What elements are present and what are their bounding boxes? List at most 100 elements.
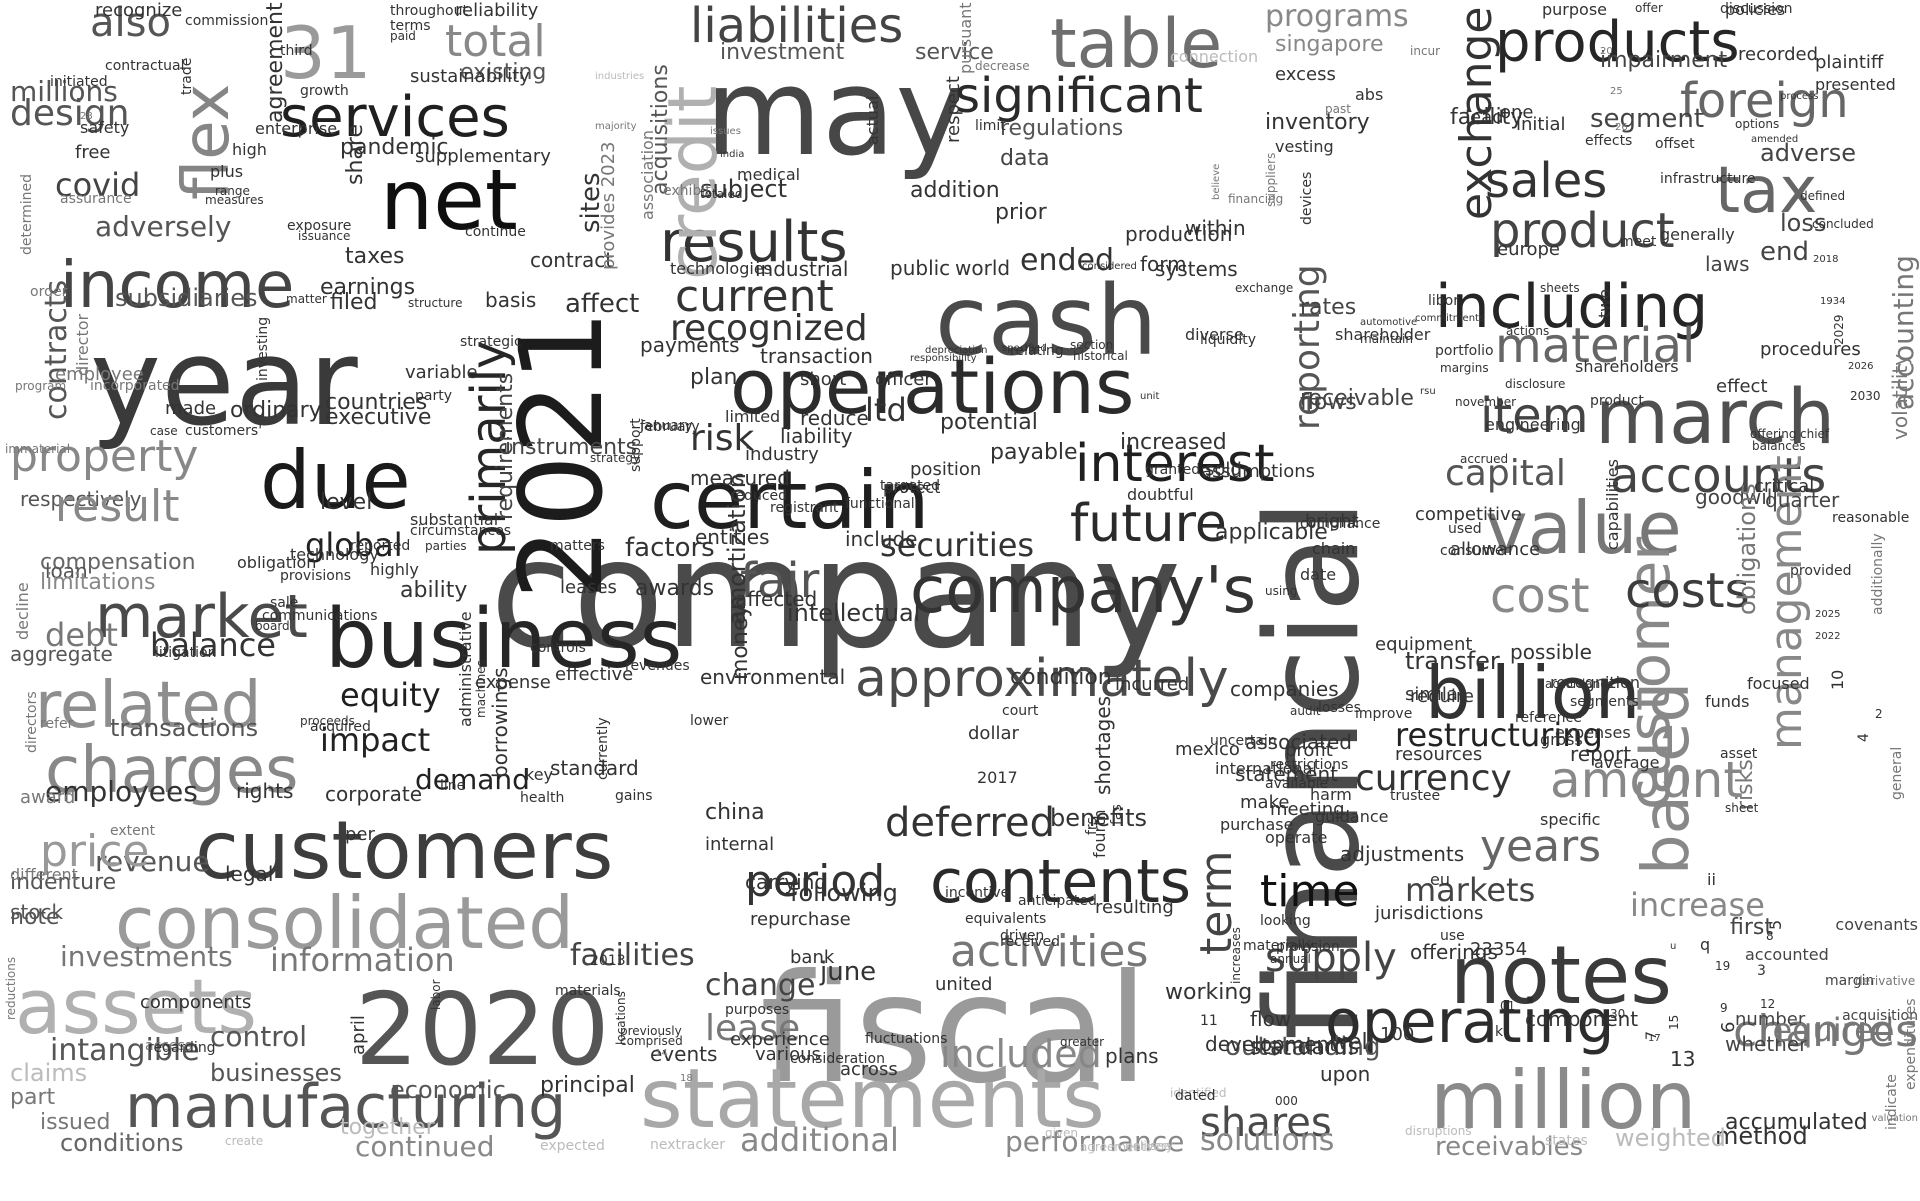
word-515: concluded (1812, 217, 1874, 232)
word-540: 26 (1615, 122, 1628, 133)
word-5: may (705, 44, 967, 183)
word-154: prior (995, 200, 1047, 226)
word-339: greater (1060, 1035, 1105, 1050)
word-554: product (1590, 392, 1644, 409)
word-396: circumstances (410, 522, 512, 539)
word-177: ltd (865, 391, 907, 430)
word-3: year (90, 314, 358, 453)
word-248: policies (1725, 0, 1786, 19)
word-398: highly (370, 560, 419, 580)
word-13: customers (195, 804, 614, 897)
word-321: delivery (1125, 1139, 1174, 1154)
word-237: corporate (325, 782, 423, 806)
word-370: administrative (456, 611, 475, 727)
word-482: majority (595, 121, 637, 132)
word-176: position (910, 458, 982, 480)
word-185: affected (735, 587, 818, 611)
word-155: ended (1020, 243, 1115, 278)
word-382: controls (530, 639, 586, 656)
word-327: dated (1175, 1087, 1216, 1104)
word-228: note (10, 905, 60, 931)
word-478: incur (1410, 44, 1441, 59)
word-280: acquisition (1842, 1007, 1918, 1024)
word-233: indenture (10, 870, 117, 896)
word-36: services (280, 85, 510, 151)
word-394: reported (350, 537, 411, 554)
word-123: applicable (1215, 520, 1328, 546)
word-87: demand (415, 762, 530, 796)
word-56: time (1260, 865, 1360, 917)
word-115: total (445, 15, 546, 67)
word-213: standards (1250, 1035, 1360, 1061)
word-251: recorded (1738, 43, 1818, 65)
word-195: purchase (1220, 815, 1294, 835)
word-99: compensation (40, 550, 196, 576)
word-12: net (380, 150, 518, 249)
word-468: respect (943, 76, 964, 143)
word-57: activities (950, 925, 1149, 977)
word-535: 12 (1760, 997, 1776, 1012)
word-474: issues (710, 126, 741, 137)
word-527: 3 (1757, 962, 1766, 979)
word-330: previously (620, 1024, 682, 1039)
word-52: significant (955, 67, 1203, 124)
word-419: free (75, 141, 111, 163)
word-325: disruptions (1405, 1124, 1472, 1139)
word-404: communications (262, 607, 378, 624)
word-303: accordance (1545, 677, 1615, 692)
word-456: terms (390, 17, 431, 34)
word-355: trustee (1390, 787, 1441, 804)
word-413: extent (110, 822, 156, 839)
word-440: structure (408, 296, 463, 311)
word-363: uncertain (1210, 732, 1277, 749)
word-286: consumer (1440, 542, 1510, 559)
word-279: margin (1825, 972, 1875, 989)
word-373: line (440, 777, 466, 794)
word-141: instruments (505, 435, 638, 461)
word-457: paid (390, 29, 416, 44)
word-93: transactions (110, 713, 259, 742)
word-50: product (1490, 202, 1675, 259)
word-118: risk (690, 418, 755, 460)
word-184: intellectual (787, 598, 921, 627)
word-205: experience (730, 1028, 830, 1050)
word-432: program (15, 379, 67, 394)
word-399: technology (290, 545, 379, 565)
word-143: countries (325, 390, 428, 416)
word-424: range (215, 184, 250, 199)
word-521: 2025 (1815, 609, 1841, 620)
word-249: plaintiff (1815, 51, 1884, 73)
word-174: liability (780, 424, 853, 448)
word-519: 2026 (1848, 361, 1874, 372)
word-145: taxes (345, 244, 405, 270)
word-75: deferred (885, 800, 1055, 846)
word-369: meeting (1270, 798, 1345, 820)
word-402: limitations (40, 570, 156, 596)
word-128: facility (1450, 105, 1524, 131)
word-201: repurchase (750, 908, 851, 930)
word-454: trade (179, 57, 195, 95)
word-14: consolidated (115, 881, 574, 966)
word-212: working (1165, 980, 1253, 1006)
word-288: bright (1305, 510, 1359, 532)
word-322: agreements (1080, 1140, 1153, 1155)
word-188: expense (475, 671, 551, 693)
word-465: exhibit (663, 182, 711, 199)
word-133: end (1760, 237, 1809, 268)
word-438: party (415, 387, 452, 404)
word-397: parties (425, 539, 467, 554)
word-110: programs (1265, 0, 1409, 34)
word-34: flex (170, 83, 244, 200)
word-126: rates (1300, 295, 1357, 321)
word-450: third (280, 42, 313, 59)
word-317: nextracker (650, 1136, 726, 1153)
word-124: flows (1300, 390, 1357, 416)
word-139: obligations (1733, 483, 1761, 615)
word-136: goodwill (1695, 485, 1778, 509)
word-120: potential (940, 410, 1038, 436)
word-42: market (95, 582, 308, 652)
word-366: profit (1285, 739, 1333, 761)
word-473: pursuant (956, 2, 975, 74)
word-244: initial (1516, 113, 1566, 135)
word-407: litigation (155, 644, 217, 661)
